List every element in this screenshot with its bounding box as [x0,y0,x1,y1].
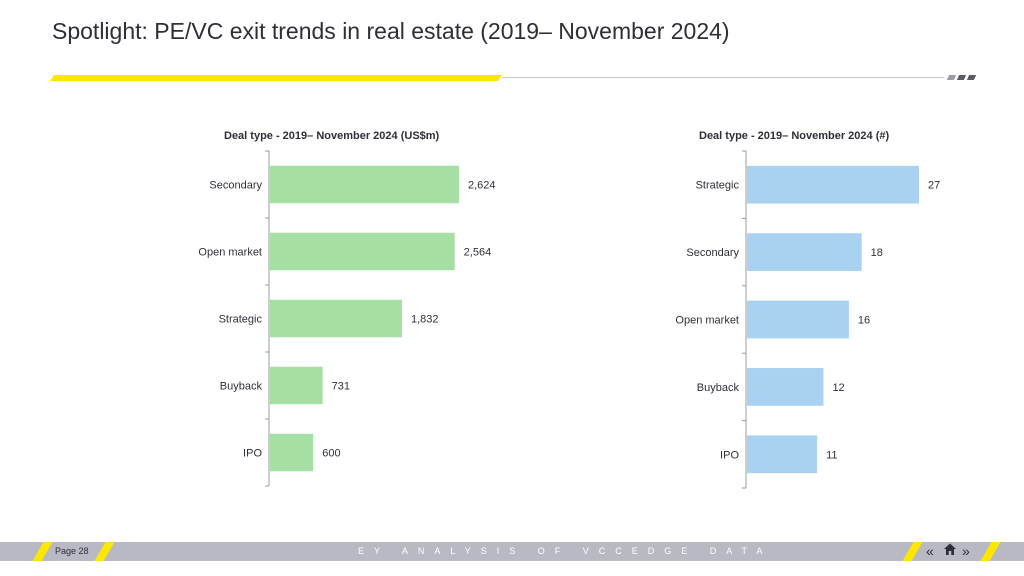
category-label: Secondary [686,247,739,259]
bar [270,299,402,338]
data-label: 11 [826,449,837,461]
category-label: Buyback [697,382,740,394]
bar [270,165,459,204]
page-number: Page 28 [55,546,89,556]
data-label: 2,624 [468,180,496,192]
title-rule [502,77,944,78]
bar [270,433,314,472]
footer-bar [0,542,1024,561]
page-title: Spotlight: PE/VC exit trends in real est… [52,18,730,44]
previous-page-icon[interactable]: « [926,543,934,559]
category-label: IPO [720,449,739,461]
data-label: 12 [832,382,844,394]
bar [747,368,824,406]
bar [747,233,862,271]
chart-title-value: Deal type - 2019– November 2024 (US$m) [224,130,440,142]
category-label: IPO [243,448,262,460]
data-label: 16 [858,315,870,327]
category-label: Strategic [696,180,740,192]
category-label: Open market [675,315,739,327]
home-icon[interactable] [943,542,957,559]
data-label: 731 [332,381,350,393]
data-label: 2,564 [464,247,492,259]
next-page-icon[interactable]: » [962,543,970,559]
data-label: 600 [322,448,340,460]
title-rule-accent [50,75,502,81]
bar [747,165,919,204]
category-label: Buyback [220,381,263,393]
category-label: Open market [198,247,262,259]
chart-title-count: Deal type - 2019– November 2024 (#) [699,130,890,142]
bar [747,300,849,339]
bar [270,232,455,271]
data-label: 1,832 [411,314,439,326]
category-label: Strategic [219,314,263,326]
bar [270,366,323,405]
data-label: 18 [871,247,883,259]
data-label: 27 [928,180,940,192]
bar [747,435,818,474]
category-label: Secondary [209,180,262,192]
footer-source: EY ANALYSIS OF VCCEDGE DATA [358,546,773,556]
